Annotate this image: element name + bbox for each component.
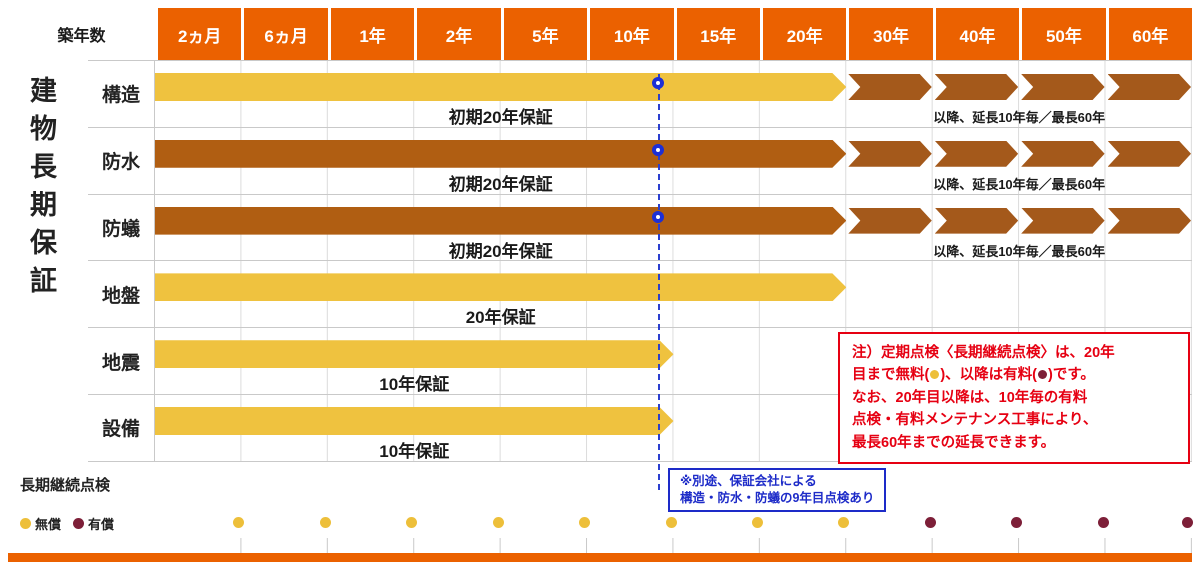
warranty-bar-20y [155, 273, 846, 301]
header-col-2years: 2年 [414, 8, 501, 60]
row-structure: 構造 初期20年保証 以降、延長10年毎／最長60年 [88, 61, 1192, 128]
year10-checkpoint-marker [651, 210, 664, 223]
extension-arrow-60y [1108, 208, 1191, 234]
sidebar-title: 建物長期保証 [26, 76, 56, 304]
legend-free: 無償 [20, 514, 61, 533]
note-text-3: )です。 なお、20年目以降は、10年毎の有料 点検・有料メンテナンス工事により… [852, 367, 1098, 451]
inspection-dot-1year [406, 517, 418, 528]
free-dot-icon [930, 370, 940, 380]
inspection-dot-40years [1011, 517, 1023, 528]
extension-arrows [848, 208, 1191, 234]
extension-caption: 以降、延長10年毎／最長60年 [933, 176, 1106, 192]
inspection-dots [155, 517, 1193, 528]
note-text-2: )、以降は有料( [940, 367, 1038, 384]
extension-arrow-40y [935, 141, 1018, 167]
inspection-dot-6months [319, 517, 331, 528]
header-col-40years: 40年 [932, 8, 1020, 60]
extension-arrow-30y [848, 141, 931, 167]
header-col-2months: 2ヵ月 [155, 8, 242, 60]
paid-dot-icon [1038, 370, 1048, 380]
note-text-1: 注）定期点検〈長期継続点検〉は、20年 目まで無料( [852, 345, 1115, 384]
row-label-waterproof: 防水 [88, 127, 155, 194]
inspection-dot-10years [665, 517, 677, 528]
header-col-5years: 5年 [500, 8, 588, 60]
extension-arrow-30y [848, 208, 931, 234]
inspection-dot-50years [1097, 517, 1109, 528]
header-col-6months: 6ヵ月 [241, 8, 328, 60]
header-col-20years: 20年 [759, 8, 847, 60]
inspection-legend: 無償 有償 [20, 514, 114, 533]
legend-paid: 有償 [73, 514, 114, 533]
header-col-10years: 10年 [587, 8, 674, 60]
row-label-structure: 構造 [88, 61, 155, 127]
header-col-50years: 50年 [1019, 8, 1106, 60]
bar-caption: 10年保証 [379, 441, 450, 461]
inspection-dot-2months [233, 517, 245, 528]
extension-arrow-50y [1021, 141, 1104, 167]
free-dot-icon [20, 518, 31, 529]
warranty-bar-20y [155, 140, 846, 168]
extension-caption: 以降、延長10年毎／最長60年 [933, 243, 1106, 259]
header-col-30years: 30年 [846, 8, 933, 60]
inspection-dot-30years [924, 517, 936, 528]
row-label-ground: 地盤 [88, 261, 155, 328]
year10-checkpoint-marker [651, 143, 664, 156]
inspection-title: 長期継続点検 [20, 477, 111, 494]
inspection-dot-2years [492, 517, 504, 528]
warranty-bar-20y [155, 207, 846, 235]
timeline-header: 築年数 2ヵ月 6ヵ月 1年 2年 5年 10年 15年 20年 30年 40年… [8, 8, 1193, 60]
survey-note-line1: ※別途、保証会社による [679, 474, 817, 488]
extension-arrow-40y [935, 208, 1018, 234]
row-label-equipment: 設備 [88, 394, 155, 461]
row-track: 20年保証 [155, 261, 1192, 327]
year10-checkpoint-marker [651, 77, 664, 89]
year10-dashed-line [657, 74, 660, 490]
row-label-termite: 防蟻 [88, 194, 155, 261]
header-col-60years: 60年 [1105, 8, 1193, 60]
row-ground: 地盤 20年保証 [88, 261, 1192, 329]
survey-note-line2: 構造・防水・防蟻の9年目点検あり [679, 490, 875, 505]
extension-arrow-50y [1021, 208, 1104, 234]
header-col-15years: 15年 [673, 8, 760, 60]
inspection-dot-20years [838, 517, 850, 528]
note-box: 注）定期点検〈長期継続点検〉は、20年 目まで無料()、以降は有料()です。 な… [838, 332, 1190, 465]
chart-content: 建物長期保証 構造 初期20年保証 以降、延 [8, 60, 1193, 553]
row-termite: 防蟻 初期20年保証 以降、延長10年毎／最長60年 [88, 194, 1192, 262]
row-label-earthquake: 地震 [88, 328, 155, 394]
extension-arrow-60y [1108, 141, 1191, 167]
row-waterproof: 防水 初期20年保証 以降、延長10年毎／最長60年 [88, 127, 1192, 195]
row-track: 初期20年保証 以降、延長10年毎／最長60年 [155, 194, 1192, 261]
header-col-1year: 1年 [327, 8, 415, 60]
inspection-section: 長期継続点検 無償 有償 [8, 462, 1193, 553]
bar-caption: 初期20年保証 [448, 241, 553, 261]
extension-arrows [848, 74, 1191, 100]
extension-caption: 以降、延長10年毎／最長60年 [933, 110, 1106, 125]
bar-caption: 20年保証 [465, 308, 536, 328]
paid-dot-icon [73, 518, 85, 529]
bar-caption: 初期20年保証 [448, 108, 553, 127]
inspection-dot-5years [579, 517, 591, 528]
survey-note-box: ※別途、保証会社による 構造・防水・防蟻の9年目点検あり [667, 468, 887, 512]
inspection-dot-60years [1182, 517, 1193, 528]
warranty-bar-20y [155, 73, 846, 101]
legend-free-label: 無償 [35, 517, 62, 532]
bar-caption: 10年保証 [379, 375, 450, 395]
bar-caption: 初期20年保証 [448, 174, 553, 194]
inspection-dot-15years [751, 517, 763, 528]
header-age-label: 築年数 [8, 8, 155, 60]
bottom-ticks [155, 538, 1192, 553]
warranty-bar-10y [155, 407, 674, 435]
extension-arrow-40y [935, 74, 1018, 100]
extension-arrow-30y [848, 74, 931, 100]
extension-arrow-60y [1108, 74, 1191, 100]
bottom-orange-strip [8, 553, 1192, 562]
extension-arrow-50y [1021, 74, 1104, 100]
row-track: 初期20年保証 以降、延長10年毎／最長60年 [155, 61, 1192, 127]
row-track: 初期20年保証 以降、延長10年毎／最長60年 [155, 127, 1192, 194]
sidebar: 建物長期保証 [8, 60, 88, 462]
extension-arrows [848, 141, 1191, 167]
warranty-bar-10y [155, 340, 674, 368]
legend-paid-label: 有償 [88, 517, 115, 532]
